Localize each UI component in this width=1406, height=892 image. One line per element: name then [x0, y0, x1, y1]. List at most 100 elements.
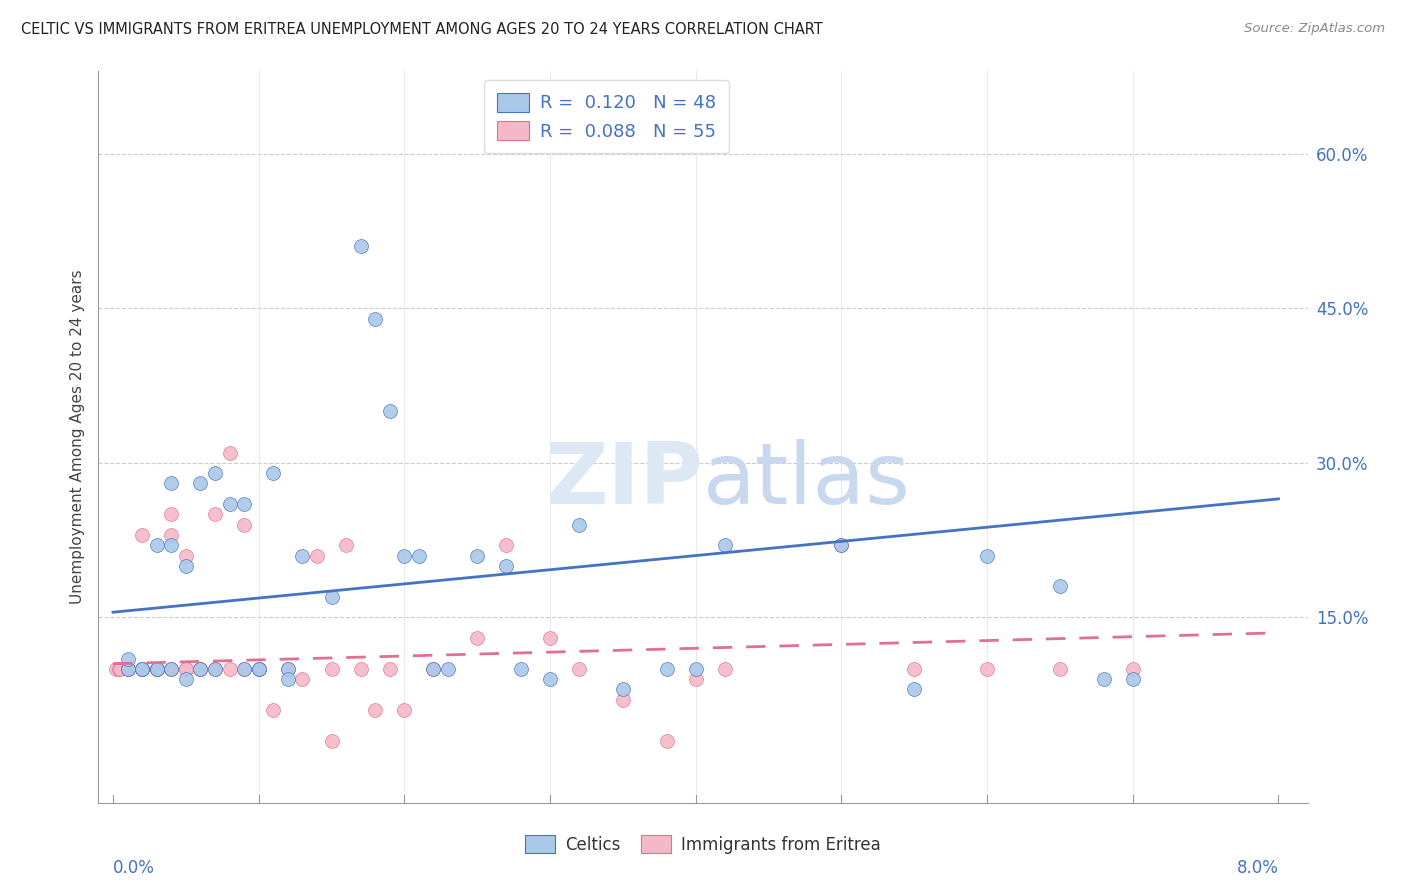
Point — [233, 662, 256, 676]
Point — [233, 662, 256, 676]
Point — [685, 662, 707, 676]
Point — [218, 445, 240, 459]
Point — [437, 662, 460, 676]
Point — [131, 528, 153, 542]
Point — [174, 672, 197, 686]
Point — [277, 662, 299, 676]
Point — [655, 734, 678, 748]
Point — [568, 662, 591, 676]
Point — [160, 508, 183, 522]
Legend: Celtics, Immigrants from Eritrea: Celtics, Immigrants from Eritrea — [519, 829, 887, 860]
Point — [247, 662, 270, 676]
Point — [204, 508, 226, 522]
Point — [117, 662, 139, 676]
Point — [262, 466, 284, 480]
Point — [830, 538, 852, 552]
Point — [131, 662, 153, 676]
Point — [291, 549, 314, 563]
Point — [247, 662, 270, 676]
Point — [335, 538, 357, 552]
Point — [655, 662, 678, 676]
Point — [408, 549, 430, 563]
Point — [233, 517, 256, 532]
Point — [145, 538, 167, 552]
Point — [190, 662, 212, 676]
Point — [174, 558, 197, 573]
Point — [495, 558, 517, 573]
Point — [830, 538, 852, 552]
Point — [509, 662, 531, 676]
Point — [495, 538, 517, 552]
Point — [305, 549, 328, 563]
Point — [145, 662, 167, 676]
Point — [378, 404, 401, 418]
Point — [903, 682, 925, 697]
Text: CELTIC VS IMMIGRANTS FROM ERITREA UNEMPLOYMENT AMONG AGES 20 TO 24 YEARS CORRELA: CELTIC VS IMMIGRANTS FROM ERITREA UNEMPL… — [21, 22, 823, 37]
Point — [1122, 672, 1144, 686]
Point — [174, 662, 197, 676]
Point — [145, 662, 167, 676]
Text: 8.0%: 8.0% — [1236, 860, 1278, 878]
Text: atlas: atlas — [703, 440, 911, 523]
Point — [117, 662, 139, 676]
Text: ZIP: ZIP — [546, 440, 703, 523]
Point — [422, 662, 444, 676]
Point — [131, 662, 153, 676]
Point — [321, 590, 343, 604]
Point — [190, 662, 212, 676]
Point — [465, 549, 488, 563]
Point — [350, 662, 373, 676]
Point — [378, 662, 401, 676]
Point — [247, 662, 270, 676]
Point — [110, 662, 132, 676]
Point — [714, 662, 737, 676]
Point — [160, 538, 183, 552]
Point — [1122, 662, 1144, 676]
Point — [190, 476, 212, 491]
Point — [685, 672, 707, 686]
Point — [321, 734, 343, 748]
Point — [204, 662, 226, 676]
Point — [160, 528, 183, 542]
Point — [277, 672, 299, 686]
Point — [1049, 579, 1071, 593]
Point — [104, 662, 127, 676]
Point — [538, 672, 561, 686]
Point — [160, 662, 183, 676]
Point — [190, 662, 212, 676]
Point — [1092, 672, 1115, 686]
Point — [364, 311, 387, 326]
Point — [714, 538, 737, 552]
Y-axis label: Unemployment Among Ages 20 to 24 years: Unemployment Among Ages 20 to 24 years — [69, 269, 84, 605]
Point — [204, 466, 226, 480]
Point — [350, 239, 373, 253]
Point — [903, 662, 925, 676]
Point — [190, 662, 212, 676]
Point — [291, 672, 314, 686]
Point — [422, 662, 444, 676]
Point — [394, 549, 416, 563]
Point — [568, 517, 591, 532]
Point — [160, 662, 183, 676]
Point — [612, 682, 634, 697]
Point — [394, 703, 416, 717]
Point — [976, 662, 998, 676]
Point — [465, 631, 488, 645]
Point — [218, 497, 240, 511]
Point — [1049, 662, 1071, 676]
Point — [364, 703, 387, 717]
Point — [204, 662, 226, 676]
Point — [976, 549, 998, 563]
Point — [160, 476, 183, 491]
Point — [145, 662, 167, 676]
Point — [131, 662, 153, 676]
Point — [538, 631, 561, 645]
Point — [612, 693, 634, 707]
Point — [108, 662, 131, 676]
Text: Source: ZipAtlas.com: Source: ZipAtlas.com — [1244, 22, 1385, 36]
Point — [277, 662, 299, 676]
Text: 0.0%: 0.0% — [112, 860, 155, 878]
Point — [247, 662, 270, 676]
Point — [321, 662, 343, 676]
Point — [174, 549, 197, 563]
